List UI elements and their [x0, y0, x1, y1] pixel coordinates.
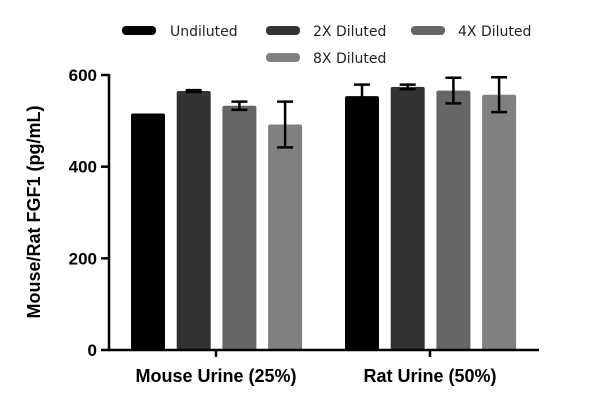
- x-category-label: Rat Urine (50%): [363, 366, 496, 386]
- legend-swatch: [266, 26, 300, 35]
- x-axis-categories: Mouse Urine (25%) Rat Urine (50%): [135, 350, 497, 386]
- legend-swatch: [122, 26, 156, 35]
- legend-item: 4X Diluted: [411, 24, 531, 40]
- legend-swatch: [411, 26, 445, 35]
- legend-label: 8X Diluted: [313, 51, 386, 67]
- bar: [222, 105, 257, 350]
- legend-label: Undiluted: [170, 24, 238, 40]
- legend-item: 2X Diluted: [266, 24, 386, 40]
- bar: [482, 94, 517, 350]
- y-tick-label: 200: [69, 249, 97, 268]
- y-tick-label: 600: [69, 66, 97, 85]
- bar-group: [345, 76, 517, 351]
- bar: [390, 86, 425, 351]
- legend-label: 4X Diluted: [458, 24, 531, 40]
- axes: [107, 74, 539, 352]
- y-tick-label: 0: [88, 341, 97, 360]
- legend-label: 2X Diluted: [313, 24, 386, 40]
- legend-swatch: [266, 53, 300, 62]
- y-tick-label: 400: [69, 158, 97, 177]
- chart-legend: Undiluted 2X Diluted 4X Diluted 8X Diluted: [122, 24, 531, 67]
- legend-item: 8X Diluted: [266, 51, 386, 67]
- bar: [176, 91, 211, 351]
- legend-item: Undiluted: [122, 24, 238, 40]
- y-axis-title: Mouse/Rat FGF1 (pg/mL): [24, 106, 44, 319]
- x-category-label: Mouse Urine (25%): [135, 366, 296, 386]
- bar-group: [131, 88, 303, 351]
- y-axis-ticks: 0 200 400 600: [69, 66, 109, 360]
- bars-area: [131, 76, 517, 351]
- bar: [345, 96, 379, 350]
- bar: [268, 124, 303, 350]
- bar: [436, 90, 471, 350]
- bar: [131, 113, 165, 350]
